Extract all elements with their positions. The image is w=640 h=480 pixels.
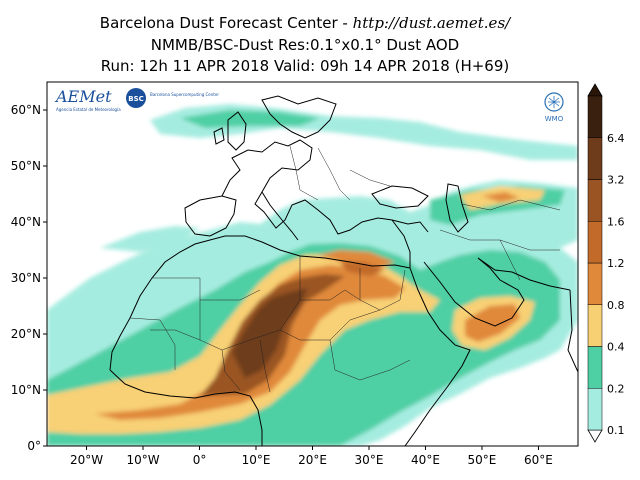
x-tick-label: 50°E bbox=[468, 453, 497, 467]
x-tick-label: 40°E bbox=[411, 453, 440, 467]
wmo-emblem-icon bbox=[544, 92, 564, 112]
title-line-3: Run: 12h 11 APR 2018 Valid: 09h 14 APR 2… bbox=[100, 57, 510, 75]
title-line-2: NMMB/BSC-Dust Res:0.1°x0.1° Dust AOD bbox=[150, 36, 460, 54]
country-borders bbox=[129, 145, 561, 393]
x-axis-ticks: 20°W 10°W 0° 10°E 20°E 30°E 40°E 50°E 60°E bbox=[70, 446, 553, 467]
x-tick-label: 20°W bbox=[70, 453, 103, 467]
x-tick-label: 20°E bbox=[298, 453, 327, 467]
colorbar-segment bbox=[587, 179, 603, 222]
y-tick-label: 10°N bbox=[11, 383, 41, 397]
colorbar-label: 0.1 bbox=[607, 424, 625, 437]
title-url: http://dust.aemet.es/ bbox=[352, 14, 511, 32]
colorbar-label: 0.8 bbox=[607, 299, 625, 312]
wmo-logo-text: WMO bbox=[545, 115, 564, 123]
colorbar-extend-max bbox=[587, 83, 603, 97]
colorbar-segment bbox=[587, 304, 603, 347]
colorbar-label: 6.4 bbox=[607, 132, 625, 145]
colorbar-label: 0.2 bbox=[607, 382, 625, 395]
coastlines bbox=[109, 95, 578, 446]
y-tick-label: 50°N bbox=[11, 159, 41, 173]
aemet-logo-subtext: Agencia Estatal de Meteorología bbox=[56, 107, 121, 112]
colorbar-label: 0.4 bbox=[607, 341, 625, 354]
title-prefix: Barcelona Dust Forecast Center - bbox=[99, 14, 353, 32]
y-tick-label: 20°N bbox=[11, 327, 41, 341]
wmo-logo: WMO bbox=[544, 92, 564, 123]
bsc-logo-circle bbox=[126, 88, 146, 108]
colorbar-extend-min bbox=[587, 429, 603, 443]
colorbar-segment bbox=[587, 221, 603, 264]
colorbar-label: 1.6 bbox=[607, 215, 625, 228]
x-tick-label: 10°E bbox=[242, 453, 271, 467]
colorbar-segment bbox=[587, 346, 603, 389]
title-line-1: Barcelona Dust Forecast Center - http://… bbox=[0, 14, 610, 33]
y-tick-label: 60°N bbox=[11, 103, 41, 117]
bsc-logo-mark: BSC bbox=[128, 95, 144, 103]
wmo-emblem-lines bbox=[548, 96, 560, 108]
colorbar-segment bbox=[587, 95, 603, 138]
x-tick-label: 10°W bbox=[126, 453, 159, 467]
colorbar-segment bbox=[587, 388, 603, 431]
x-tick-label: 30°E bbox=[355, 453, 384, 467]
x-tick-label: 0° bbox=[193, 453, 207, 467]
bsc-logo-text: Barcelona Supercomputing Center bbox=[150, 92, 219, 97]
aemet-logo: AEMet Agencia Estatal de Meteorología bbox=[54, 87, 121, 112]
dust-plume bbox=[47, 104, 578, 446]
bsc-logo: BSC Barcelona Supercomputing Center bbox=[126, 88, 219, 108]
aemet-logo-text: AEMet bbox=[54, 87, 112, 106]
x-tick-label: 60°E bbox=[524, 453, 553, 467]
colorbar-segment bbox=[587, 137, 603, 180]
colorbar-label: 3.2 bbox=[607, 174, 625, 187]
y-tick-label: 40°N bbox=[11, 215, 41, 229]
y-tick-label: 30°N bbox=[11, 271, 41, 285]
colorbar: 0.1 0.2 0.4 0.8 1.2 1.6 3.2 6.4 bbox=[587, 83, 625, 443]
y-tick-label: 0° bbox=[27, 439, 41, 453]
colorbar-label: 1.2 bbox=[607, 257, 625, 270]
colorbar-segment bbox=[587, 262, 603, 305]
y-axis-ticks: 0° 10°N 20°N 30°N 40°N 50°N 60°N bbox=[11, 103, 47, 453]
